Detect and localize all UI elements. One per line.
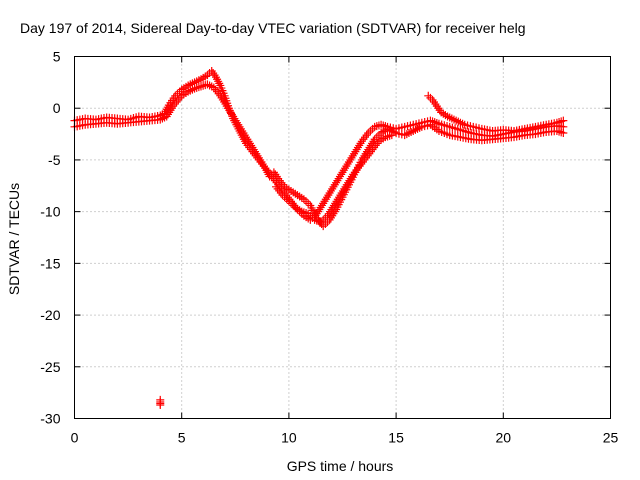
data-point [205, 81, 214, 90]
x-tick-label: 25 [603, 430, 619, 446]
y-tick-label: -10 [40, 204, 60, 220]
data-point [321, 213, 330, 222]
axes: 0 5 10 15 20 25 -30 -25 -20 -15 -10 -5 0 5 [40, 49, 618, 446]
y-tick-label: -15 [40, 255, 60, 271]
plot-frame [74, 56, 611, 419]
data-point [557, 128, 566, 137]
data-point [387, 131, 396, 140]
chart-title: Day 197 of 2014, Sidereal Day-to-day VTE… [20, 20, 526, 36]
data-point [377, 120, 386, 129]
x-tick-label: 20 [496, 430, 512, 446]
data-point [555, 118, 564, 127]
y-tick-label: -20 [40, 307, 60, 323]
y-tick-label: 5 [53, 49, 61, 65]
data-point [366, 126, 375, 135]
x-tick-label: 15 [388, 430, 404, 446]
data-point [426, 93, 435, 102]
data-point [302, 197, 311, 206]
data-point [196, 82, 205, 91]
y-tick-label: 0 [53, 100, 61, 116]
data-point [557, 117, 566, 126]
y-tick-label: -30 [40, 411, 60, 427]
y-tick-label: -5 [48, 152, 61, 168]
data-point [383, 132, 392, 141]
data-point [559, 129, 568, 138]
data-point [156, 401, 165, 410]
data-point [555, 127, 564, 136]
data-point [304, 199, 313, 208]
y-axis-label: SDTVAR / TECUs [6, 183, 22, 295]
data-point [424, 91, 433, 100]
x-axis-label: GPS time / hours [287, 458, 394, 474]
data-points [70, 66, 568, 410]
data-point [559, 116, 568, 125]
y-tick-label: -25 [40, 359, 60, 375]
data-point [310, 215, 319, 224]
x-tick-label: 0 [71, 430, 79, 446]
data-point [370, 122, 379, 131]
grid-lines [74, 56, 611, 419]
x-tick-label: 10 [281, 430, 297, 446]
x-tick-label: 5 [178, 430, 186, 446]
